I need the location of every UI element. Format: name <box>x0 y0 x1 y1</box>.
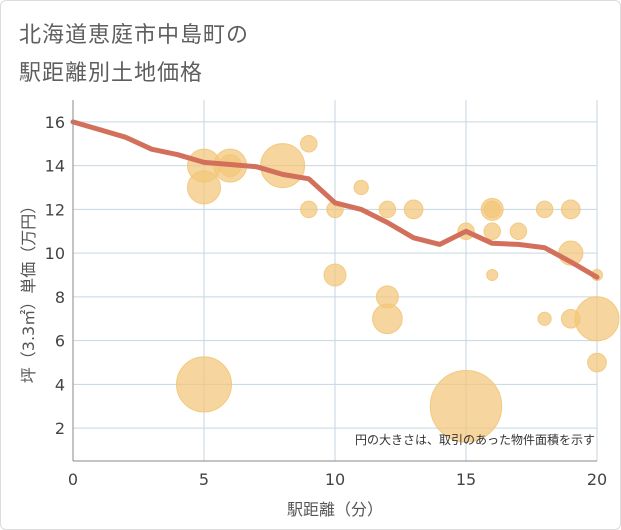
bubble-point <box>587 352 607 373</box>
bubble-point <box>429 370 503 443</box>
x-tick-label: 15 <box>456 470 476 489</box>
y-axis-label: 坪（3.3㎡）単価（万円） <box>19 198 38 383</box>
trend-line <box>70 119 600 280</box>
bubble-point <box>574 296 620 342</box>
bubble-point <box>260 143 306 189</box>
chart-title-line-2: 駅距離別土地価格 <box>19 61 204 86</box>
bubble-series <box>176 135 620 443</box>
bubble-point <box>560 199 581 220</box>
chart-title-line-1: 北海道恵庭市中島町の <box>19 23 250 48</box>
x-tick-label: 0 <box>68 470 78 489</box>
bubble-point <box>537 311 552 326</box>
x-axis-label: 駅距離（分） <box>287 500 383 519</box>
y-tick-label: 2 <box>55 419 65 438</box>
y-tick-label: 10 <box>45 244 65 263</box>
bubble-point <box>403 199 424 220</box>
x-tick-label: 20 <box>587 470 607 489</box>
bubble-point <box>323 263 347 287</box>
bubble-point <box>300 135 318 153</box>
x-tick-label: 10 <box>325 470 345 489</box>
bubble-point <box>483 200 501 219</box>
bubble-point <box>187 170 221 205</box>
y-tick-label: 8 <box>55 288 65 307</box>
bubble-point <box>483 222 501 241</box>
y-tick-label: 16 <box>45 113 65 132</box>
y-tick-label: 12 <box>45 200 65 219</box>
y-tick-label: 6 <box>55 332 65 351</box>
bubble-point <box>372 303 403 335</box>
bubble-point <box>176 356 232 413</box>
bubble-point <box>509 222 528 241</box>
bubble-point <box>300 200 318 219</box>
bubble-size-note: 円の大きさは、取引のあった物件面積を示す <box>355 432 595 447</box>
y-tick-label: 4 <box>55 375 65 394</box>
axes: 2 4 6 8 10 12 14 16 0 5 10 15 20 <box>45 100 607 489</box>
trend-line-series <box>70 119 600 280</box>
x-tick-label: 5 <box>199 470 209 489</box>
bubble-point <box>353 179 369 196</box>
bubble-point <box>486 269 499 282</box>
bubble-point <box>378 200 397 219</box>
y-tick-label: 14 <box>45 157 65 176</box>
bubble-point <box>535 200 554 219</box>
